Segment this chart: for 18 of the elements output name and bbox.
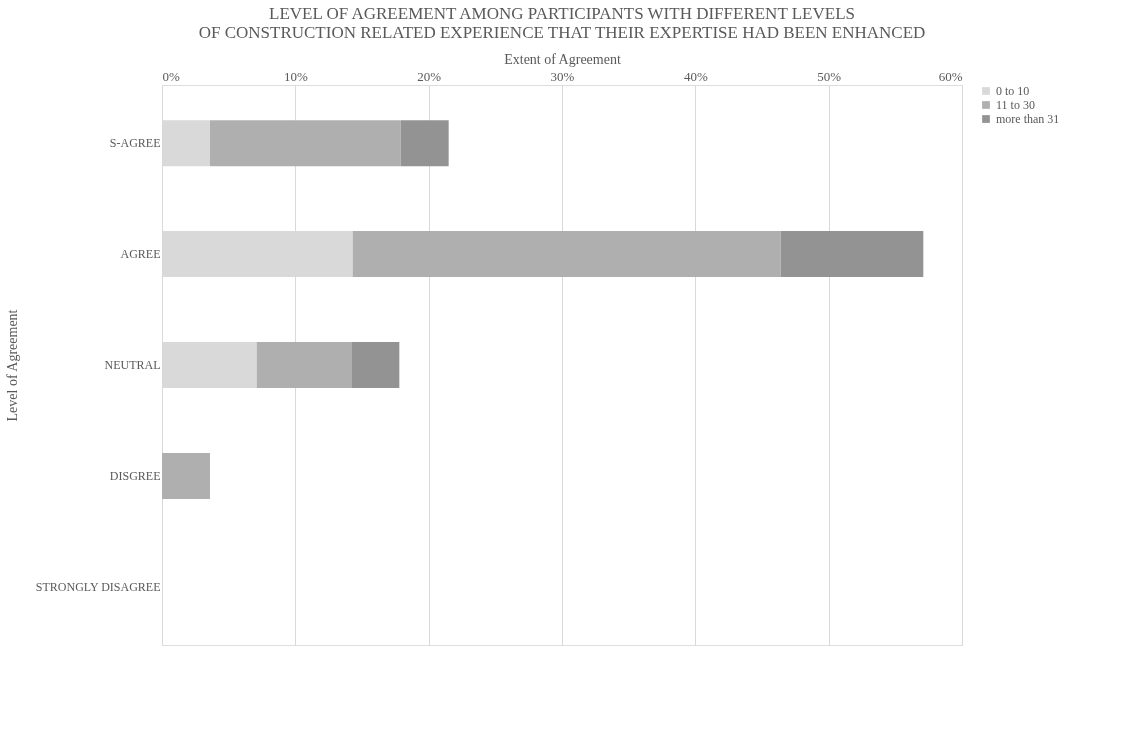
- x-tick-label: 10%: [283, 68, 308, 84]
- y-axis-title: Level of Agreement: [5, 309, 21, 422]
- legend-label: more than 31: [996, 112, 1060, 126]
- x-tick-label: 30%: [550, 68, 575, 84]
- x-tick-label: 50%: [817, 68, 842, 84]
- x-tick-label: 20%: [417, 68, 442, 84]
- y-tick-label: NEUTRAL: [104, 358, 161, 372]
- y-tick-label: STRONGLY DISAGREE: [35, 579, 161, 594]
- x-tick-label: 60%: [938, 68, 963, 84]
- y-tick-label: DISGREE: [109, 468, 161, 483]
- chart-title: LEVEL OF AGREEMENT AMONG PARTICIPANTS WITH DIFFERENT LEVELS OF CONSTRUCTION RELATED EXPERIENCE THAT THEIR EXPERTISE HAD BEEN ENHANCED: [198, 4, 926, 42]
- x-axis-title: Extent of Agreement: [504, 51, 621, 67]
- y-tick-label: AGREE: [120, 247, 161, 262]
- y-tick-label: S-AGREE: [109, 136, 161, 151]
- x-tick-label: 0%: [162, 68, 180, 84]
- x-tick-label: 40%: [683, 68, 708, 84]
- legend-label: 11 to 30: [996, 98, 1035, 112]
- legend-label: 0 to 10: [996, 84, 1030, 98]
